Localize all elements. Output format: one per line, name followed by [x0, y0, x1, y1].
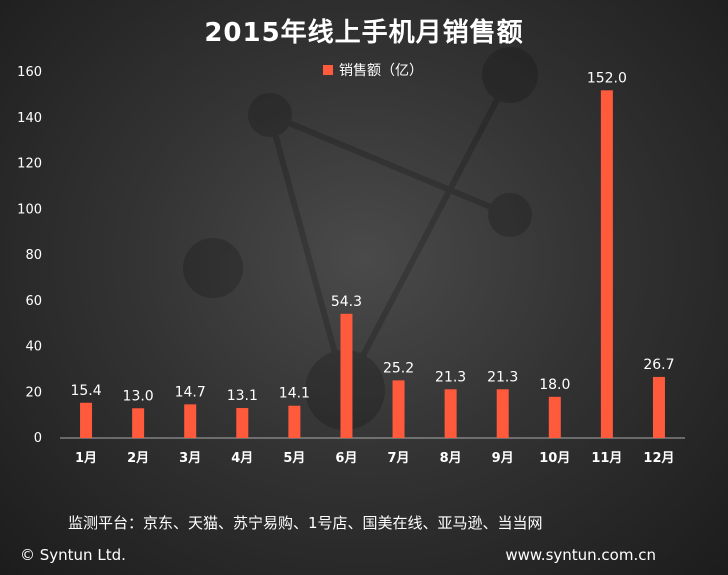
- data-label: 21.3: [487, 369, 518, 385]
- bar: [496, 389, 509, 438]
- data-label: 21.3: [435, 369, 466, 385]
- x-tick-label: 5月: [283, 451, 305, 466]
- y-tick-label: 60: [25, 294, 42, 309]
- legend-swatch: [323, 65, 333, 75]
- y-tick-label: 20: [25, 385, 42, 400]
- bar: [600, 90, 613, 439]
- data-label: 18.0: [539, 377, 570, 393]
- data-label: 26.7: [643, 357, 674, 373]
- y-tick-label: 40: [25, 340, 42, 355]
- x-tick-label: 1月: [75, 451, 97, 466]
- x-tick-label: 6月: [335, 451, 357, 466]
- bar: [132, 408, 145, 438]
- bar: [392, 380, 405, 438]
- y-tick-label: 100: [17, 202, 42, 217]
- bar: [80, 402, 93, 438]
- y-tick-label: 80: [25, 248, 42, 263]
- legend: 销售额（亿）: [323, 60, 423, 80]
- copyright: © Syntun Ltd.: [20, 546, 126, 564]
- data-label: 13.1: [227, 388, 258, 404]
- y-tick-label: 120: [17, 157, 42, 172]
- bar: [288, 405, 301, 438]
- data-label: 15.4: [70, 383, 101, 399]
- data-label: 54.3: [331, 294, 362, 310]
- data-label: 152.0: [587, 70, 627, 86]
- y-tick-label: 0: [34, 431, 42, 446]
- chart-title: 2015年线上手机月销售额: [204, 18, 524, 48]
- data-labels: 15.4 13.0 14.7 13.1 14.1 54.3 25.2 21.3 21.3 18.0…: [70, 70, 674, 404]
- data-label: 14.1: [279, 386, 310, 402]
- x-tick-label: 2月: [127, 451, 149, 466]
- y-tick-label: 140: [17, 111, 42, 126]
- x-tick-label: 9月: [492, 451, 514, 466]
- bar: [236, 408, 249, 438]
- bar: [548, 396, 561, 438]
- data-label: 13.0: [123, 388, 154, 404]
- bar: [184, 404, 197, 438]
- platforms-note: 监测平台：京东、天猫、苏宁易购、1号店、国美在线、亚马逊、当当网: [68, 514, 543, 532]
- axes: 0 20 40 60 80 100 120 140 160 1月 2月 3月 4月 5月 6月 7月 8月 9月 1…: [17, 65, 685, 466]
- website-link[interactable]: www.syntun.com.cn: [505, 546, 656, 564]
- x-tick-label: 3月: [179, 451, 201, 466]
- data-label: 25.2: [383, 360, 414, 376]
- x-tick-label: 7月: [388, 451, 410, 466]
- x-tick-label: 4月: [231, 451, 253, 466]
- legend-label: 销售额（亿）: [339, 63, 423, 79]
- x-tick-label: 12月: [643, 451, 674, 466]
- bar: [652, 376, 665, 438]
- background-network-decoration: [183, 47, 538, 430]
- x-tick-label: 10月: [539, 451, 570, 466]
- y-tick-label: 160: [17, 65, 42, 80]
- bar: [340, 313, 353, 438]
- x-tick-label: 8月: [440, 451, 462, 466]
- x-tick-label: 11月: [591, 451, 622, 466]
- bar: [444, 389, 457, 438]
- data-label: 14.7: [175, 384, 206, 400]
- bars: [80, 90, 665, 439]
